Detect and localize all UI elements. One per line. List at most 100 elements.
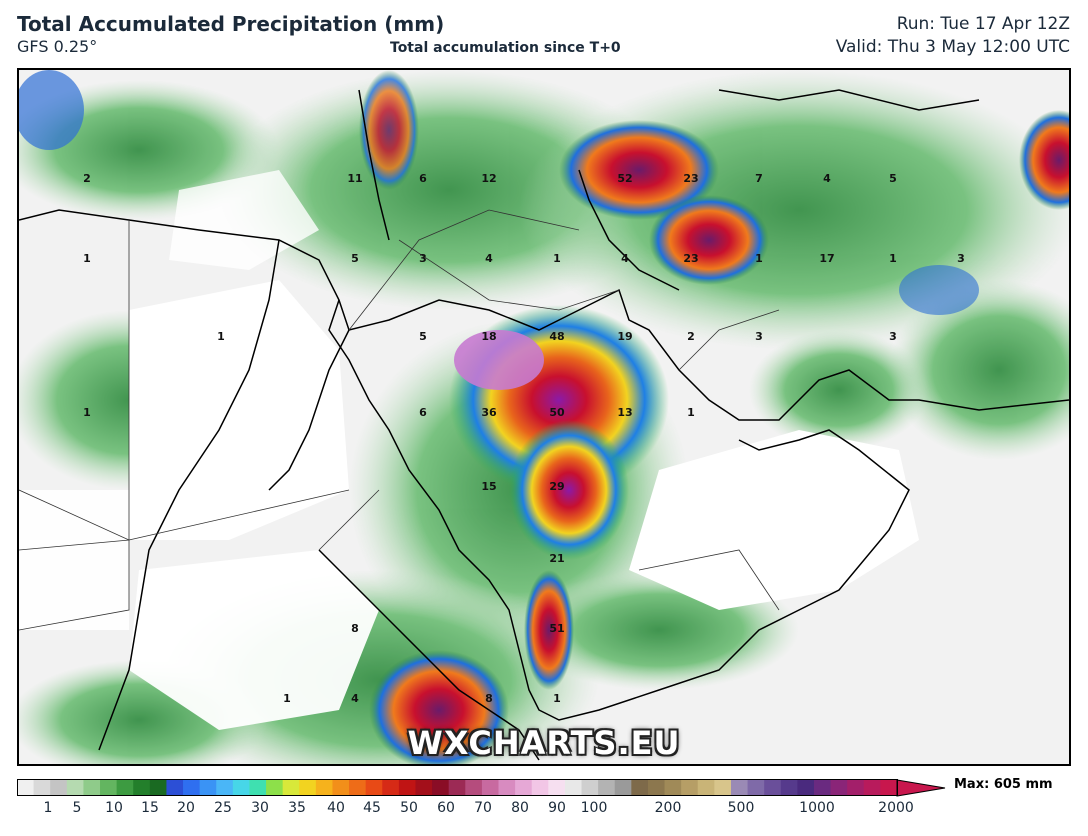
- dry-areas: [19, 170, 919, 730]
- colorbar-arrow: [896, 779, 946, 797]
- colorbar-tick-label: 15: [141, 800, 159, 816]
- chart-title: Total Accumulated Precipitation (mm): [17, 12, 445, 36]
- colorbar-cell: [216, 780, 234, 796]
- map-value-label: 1: [687, 406, 695, 419]
- colorbar-cell: [100, 780, 118, 796]
- map-value-label: 2: [83, 172, 91, 185]
- colorbar-cell: [847, 780, 865, 796]
- colorbar-cell: [498, 780, 516, 796]
- colorbar-cell: [33, 780, 51, 796]
- coastlines: [19, 89, 1069, 761]
- colorbar-tick-label: 20: [177, 800, 195, 816]
- colorbar-cell: [17, 780, 35, 796]
- map-value-label: 4: [351, 692, 359, 705]
- colorbar-cell: [349, 780, 367, 796]
- map-value-label: 7: [755, 172, 763, 185]
- colorbar-cell: [448, 780, 466, 796]
- colorbar-tick-label: 1: [43, 800, 53, 816]
- colorbar-cell: [249, 780, 267, 796]
- colorbar-tick-label: 40: [327, 800, 345, 816]
- map-value-label: 4: [485, 252, 493, 265]
- map-value-label: 1: [83, 406, 91, 419]
- map-value-label: 3: [419, 252, 427, 265]
- map-value-label: 1: [553, 692, 561, 705]
- colorbar-cell: [764, 780, 782, 796]
- colorbar-cell: [681, 780, 699, 796]
- colorbar-tick-label: 30: [251, 800, 269, 816]
- colorbar-tick-label: 5: [72, 800, 82, 816]
- map-value-label: 21: [549, 552, 564, 565]
- colorbar-cell: [149, 780, 167, 796]
- colorbar-cell: [830, 780, 848, 796]
- map-value-label: 15: [481, 480, 496, 493]
- colorbar-cell: [797, 780, 815, 796]
- colorbar-cell: [232, 780, 250, 796]
- colorbar-tick-label: 90: [548, 800, 566, 816]
- run-label: Run: Tue 17 Apr 12Z: [896, 14, 1070, 34]
- map-value-label: 36: [481, 406, 497, 419]
- colorbar-cell: [697, 780, 715, 796]
- map-value-label: 5: [351, 252, 359, 265]
- colorbar-cell: [813, 780, 832, 796]
- colorbar-cell: [614, 780, 632, 796]
- map-value-labels: 2 11 6 12 52 23 7 4 51 5 3 4 1 4 23 1 17 1 31 5 18 48 19 2 3 31 6 3…: [83, 172, 965, 705]
- map-value-label: 19: [617, 330, 632, 343]
- map-value-label: 12: [481, 172, 496, 185]
- colorbar-cell: [481, 780, 500, 796]
- map-value-label: 1: [83, 252, 91, 265]
- colorbar-tick-label: 45: [363, 800, 381, 816]
- colorbar-cell: [398, 780, 416, 796]
- colorbar-tick-label: 50: [400, 800, 418, 816]
- colorbar-cell: [282, 780, 300, 796]
- map-value-label: 5: [889, 172, 897, 185]
- map-value-label: 48: [549, 330, 564, 343]
- colorbar-cell: [266, 780, 284, 796]
- colorbar-cell: [299, 780, 317, 796]
- colorbar-cell: [631, 780, 649, 796]
- colorbar-cell: [531, 780, 549, 796]
- valid-label: Valid: Thu 3 May 12:00 UTC: [835, 37, 1070, 57]
- colorbar-cell: [133, 780, 151, 796]
- map-value-label: 1: [889, 252, 897, 265]
- colorbar-cell: [747, 780, 765, 796]
- colorbar-tick-label: 10: [105, 800, 123, 816]
- colorbar-cell: [515, 780, 533, 796]
- colorbar-cell: [730, 780, 749, 796]
- colorbar-cell: [664, 780, 682, 796]
- map-value-label: 3: [755, 330, 763, 343]
- map-value-label: 6: [419, 406, 427, 419]
- colorbar-cell: [332, 780, 350, 796]
- map-value-label: 4: [621, 252, 629, 265]
- colorbar-tick-label: 200: [654, 800, 682, 816]
- max-label: Max: 605 mm: [954, 777, 1053, 792]
- map-value-label: 50: [549, 406, 565, 419]
- colorbar-frame: [17, 779, 898, 796]
- colorbar: [17, 779, 946, 797]
- map-value-label: 2: [687, 330, 695, 343]
- colorbar-cell: [365, 780, 383, 796]
- colorbar-cell: [183, 780, 201, 796]
- colorbar-cell: [382, 780, 400, 796]
- map-value-label: 23: [683, 172, 698, 185]
- map-value-label: 52: [617, 172, 632, 185]
- colorbar-tick-label: 2000: [878, 800, 914, 816]
- colorbar-cell: [548, 780, 566, 796]
- borders: [19, 209, 780, 631]
- map-value-label: 8: [351, 622, 359, 635]
- map-value-label: 29: [549, 480, 564, 493]
- model-label: GFS 0.25°: [17, 37, 98, 56]
- colorbar-cell: [564, 780, 583, 796]
- colorbar-tick-label: 35: [288, 800, 306, 816]
- map-value-label: 1: [755, 252, 763, 265]
- map-value-label: 1: [283, 692, 291, 705]
- colorbar-tick-label: 80: [511, 800, 529, 816]
- heavy-precip-cores: [19, 70, 1069, 764]
- colorbar-cell: [432, 780, 450, 796]
- map-value-label: 17: [819, 252, 834, 265]
- map-value-label: 1: [217, 330, 225, 343]
- map-value-label: 1: [553, 252, 561, 265]
- colorbar-tick-label: 1000: [799, 800, 835, 816]
- map-value-label: 11: [347, 172, 362, 185]
- colorbar-cell: [863, 780, 881, 796]
- map-value-label: 8: [485, 692, 493, 705]
